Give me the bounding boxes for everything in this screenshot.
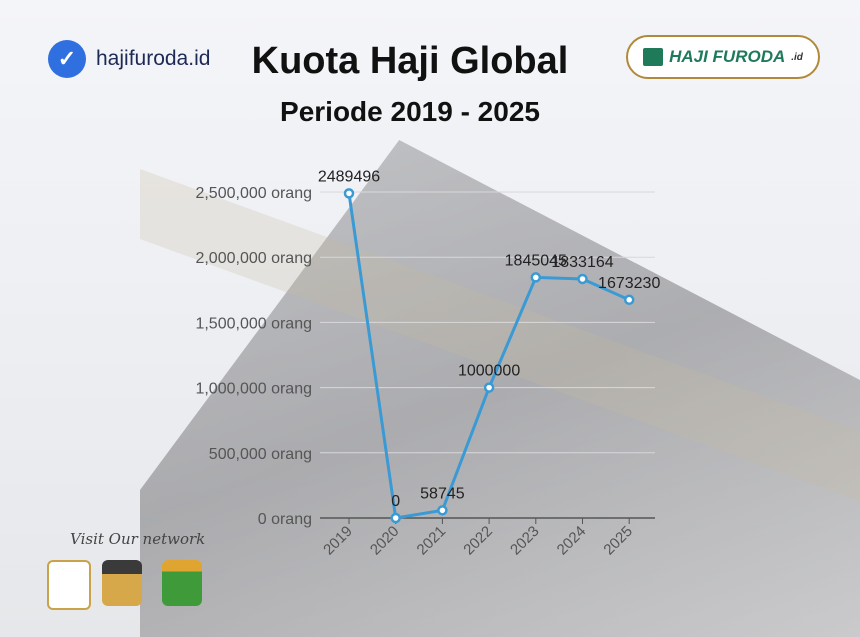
- data-label: 0: [391, 493, 400, 510]
- x-tick-label: 2020: [367, 523, 403, 559]
- logo-text: HAJI FURODA: [669, 47, 786, 66]
- y-tick-label: 0 orang: [258, 511, 312, 528]
- verified-check-icon: ✓: [48, 40, 86, 78]
- data-label: 58745: [420, 485, 465, 502]
- data-point: [343, 188, 355, 199]
- y-tick-label: 1,500,000 orang: [195, 315, 312, 332]
- data-point: [390, 512, 401, 524]
- y-tick-label: 2,000,000 orang: [195, 250, 312, 267]
- data-label: 1833164: [551, 254, 613, 271]
- brand-name: hajifuroda.id: [96, 47, 211, 70]
- data-label: 1000000: [458, 363, 520, 380]
- y-tick-label: 1,000,000 orang: [195, 381, 312, 398]
- x-tick-label: 2024: [554, 523, 590, 559]
- x-tick-label: 2021: [414, 523, 450, 559]
- data-label: 1673230: [598, 275, 660, 292]
- data-label: 2489496: [318, 168, 380, 185]
- logo-suffix: .id: [791, 51, 803, 63]
- data-point: [530, 272, 542, 283]
- page-title: Kuota Haji Global: [251, 40, 569, 82]
- x-tick-label: 2022: [460, 523, 496, 559]
- y-tick-label: 500,000 orang: [209, 446, 312, 463]
- network-logo-kh: [162, 560, 202, 606]
- hajifuroda-logo: HAJI FURODA .id: [626, 35, 820, 79]
- network-logo-phi: [47, 560, 91, 610]
- data-point: [437, 505, 448, 516]
- brand: ✓ hajifuroda.id: [48, 40, 210, 78]
- y-tick-label: 2,500,000 orang: [195, 185, 312, 202]
- data-point: [623, 294, 635, 306]
- network-logo-pu: [102, 560, 142, 606]
- x-tick-label: 2023: [507, 523, 543, 559]
- x-tick-label: 2019: [320, 523, 356, 559]
- page-subtitle: Periode 2019 - 2025: [280, 96, 540, 127]
- data-point: [483, 382, 495, 393]
- network-label: Visit Our network: [70, 530, 206, 548]
- data-label: 1845045: [505, 252, 567, 269]
- x-tick-label: 2025: [600, 523, 636, 559]
- kaaba-icon: [643, 48, 664, 66]
- data-point: [577, 273, 588, 285]
- series-line: [347, 193, 630, 520]
